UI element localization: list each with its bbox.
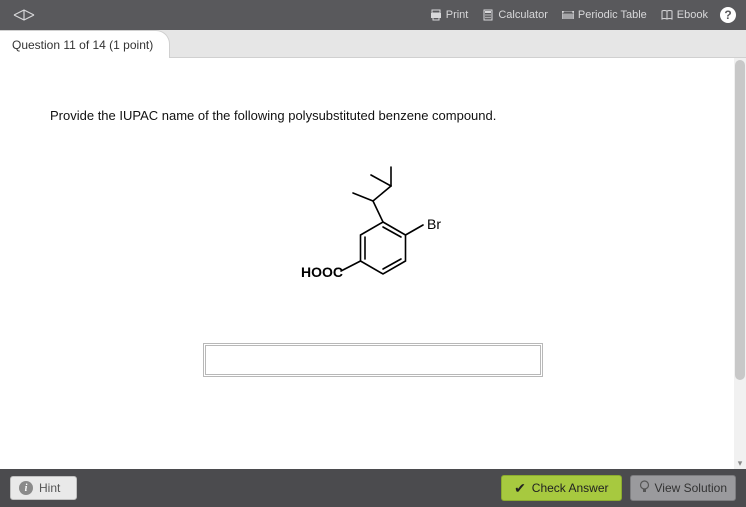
question-tab[interactable]: Question 11 of 14 (1 point)	[0, 30, 170, 58]
ebook-button[interactable]: Ebook	[661, 9, 708, 21]
periodic-table-icon	[562, 9, 574, 21]
scroll-down-icon[interactable]: ▾	[734, 457, 746, 469]
question-prompt: Provide the IUPAC name of the following …	[50, 108, 696, 123]
top-toolbar: Print Calculator Periodic Table Ebook ?	[0, 0, 746, 30]
check-icon: ✔	[514, 481, 526, 495]
br-label: Br	[427, 216, 441, 232]
scroll-thumb[interactable]	[735, 60, 745, 380]
question-content: Provide the IUPAC name of the following …	[0, 58, 746, 469]
print-icon	[430, 9, 442, 21]
view-solution-label: View Solution	[655, 481, 728, 495]
answer-row	[50, 343, 696, 377]
answer-input[interactable]	[208, 348, 538, 372]
periodic-table-label: Periodic Table	[578, 9, 647, 21]
content-area: Provide the IUPAC name of the following …	[0, 58, 746, 469]
calculator-label: Calculator	[498, 9, 548, 21]
info-icon: i	[19, 481, 33, 495]
print-button[interactable]: Print	[430, 9, 469, 21]
footer-bar: i Hint ✔ Check Answer View Solution	[0, 469, 746, 507]
help-button[interactable]: ?	[720, 7, 736, 23]
question-tab-bar: Question 11 of 14 (1 point)	[0, 30, 746, 58]
periodic-table-button[interactable]: Periodic Table	[562, 9, 647, 21]
hint-button[interactable]: i Hint	[10, 476, 77, 500]
calculator-button[interactable]: Calculator	[482, 9, 548, 21]
ebook-icon	[661, 9, 673, 21]
question-tab-label: Question 11 of 14 (1 point)	[12, 38, 153, 52]
answer-box	[203, 343, 543, 377]
scrollbar[interactable]: ▴ ▾	[734, 58, 746, 469]
hooc-label: HOOC	[301, 264, 343, 280]
molecule-structure: Br HOOC	[243, 153, 503, 303]
view-solution-button[interactable]: View Solution	[630, 475, 737, 501]
ebook-label: Ebook	[677, 9, 708, 21]
check-answer-label: Check Answer	[532, 481, 609, 495]
calculator-icon	[482, 9, 494, 21]
check-answer-button[interactable]: ✔ Check Answer	[501, 475, 621, 501]
bulb-icon	[639, 480, 650, 497]
sapling-logo	[10, 8, 38, 22]
hint-label: Hint	[39, 481, 60, 495]
print-label: Print	[446, 9, 469, 21]
